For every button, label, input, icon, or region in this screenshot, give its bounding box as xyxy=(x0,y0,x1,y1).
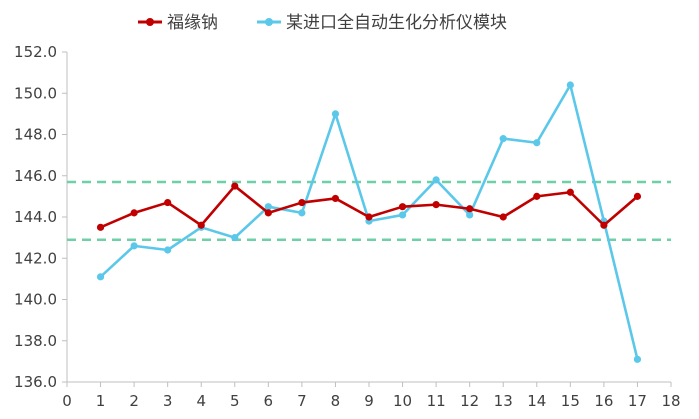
x-tick-label: 0 xyxy=(62,392,72,410)
data-point-series-1 xyxy=(365,213,373,221)
x-tick-label: 6 xyxy=(264,392,274,410)
y-tick-label: 142.0 xyxy=(14,249,57,267)
x-tick-label: 14 xyxy=(527,392,546,410)
y-tick-label: 150.0 xyxy=(14,84,57,102)
y-tick-label: 138.0 xyxy=(14,332,57,350)
data-point-series-1 xyxy=(432,201,440,209)
data-point-series-1 xyxy=(633,192,642,200)
y-tick-label: 146.0 xyxy=(14,167,57,185)
y-tick-label: 152.0 xyxy=(14,43,57,61)
data-point-series-1 xyxy=(264,209,272,217)
data-point-series-2 xyxy=(432,176,440,184)
data-point-series-1 xyxy=(499,213,507,221)
data-point-series-2 xyxy=(633,355,642,363)
data-point-series-2 xyxy=(566,81,574,89)
x-tick-label: 10 xyxy=(393,392,412,410)
data-point-series-2 xyxy=(533,139,541,147)
data-point-series-1 xyxy=(566,188,574,196)
x-tick-label: 2 xyxy=(129,392,139,410)
y-tick-label: 136.0 xyxy=(14,373,57,391)
data-point-series-1 xyxy=(331,194,340,203)
x-tick-label: 1 xyxy=(96,392,106,410)
data-point-series-1 xyxy=(298,198,306,207)
x-tick-label: 3 xyxy=(163,392,173,410)
axes: 136.0 138.0 140.0 142.0 144.0 146.0 148.0 150.0… xyxy=(14,43,681,410)
y-tick-label: 144.0 xyxy=(14,208,57,226)
x-tick-label: 17 xyxy=(628,392,647,410)
data-point-series-1 xyxy=(130,209,138,217)
data-point-series-1 xyxy=(466,205,474,213)
data-point-series-1 xyxy=(600,221,608,229)
data-point-series-2 xyxy=(331,110,340,118)
data-point-series-1 xyxy=(533,192,541,200)
x-tick-label: 15 xyxy=(561,392,580,410)
x-tick-label: 18 xyxy=(661,392,680,410)
x-tick-label: 13 xyxy=(494,392,513,410)
x-tick-label: 16 xyxy=(594,392,613,410)
x-tick-label: 7 xyxy=(297,392,307,410)
reference-lines xyxy=(67,180,671,241)
x-tick-label: 4 xyxy=(196,392,206,410)
data-point-series-1 xyxy=(398,203,407,211)
data-point-series-2 xyxy=(231,234,239,242)
data-point-series-1 xyxy=(231,182,239,190)
data-point-series-1 xyxy=(164,198,172,207)
x-tick-label: 11 xyxy=(427,392,446,410)
legend-label-series-1: 福缘钠 xyxy=(167,13,218,33)
data-point-series-1 xyxy=(197,221,205,229)
legend: 福缘钠 某进口全自动生化分析仪模块 xyxy=(138,13,507,33)
y-tick-label: 140.0 xyxy=(14,291,57,309)
data-point-series-2 xyxy=(264,203,272,211)
legend-marker-series-1 xyxy=(146,18,154,26)
x-tick-label: 9 xyxy=(364,392,374,410)
series-layer xyxy=(96,81,642,363)
data-point-series-2 xyxy=(298,209,306,217)
data-point-series-2 xyxy=(398,211,407,219)
data-point-series-2 xyxy=(499,135,507,143)
data-point-series-2 xyxy=(96,273,105,281)
legend-label-series-2: 某进口全自动生化分析仪模块 xyxy=(286,13,507,33)
data-point-series-2 xyxy=(466,211,474,219)
x-tick-label: 12 xyxy=(460,392,479,410)
data-point-series-2 xyxy=(164,246,172,254)
x-tick-label: 8 xyxy=(331,392,341,410)
x-tick-label: 5 xyxy=(230,392,240,410)
y-tick-label: 148.0 xyxy=(14,126,57,144)
data-point-series-1 xyxy=(96,223,105,231)
data-point-series-2 xyxy=(130,242,138,250)
legend-marker-series-2 xyxy=(265,18,273,26)
